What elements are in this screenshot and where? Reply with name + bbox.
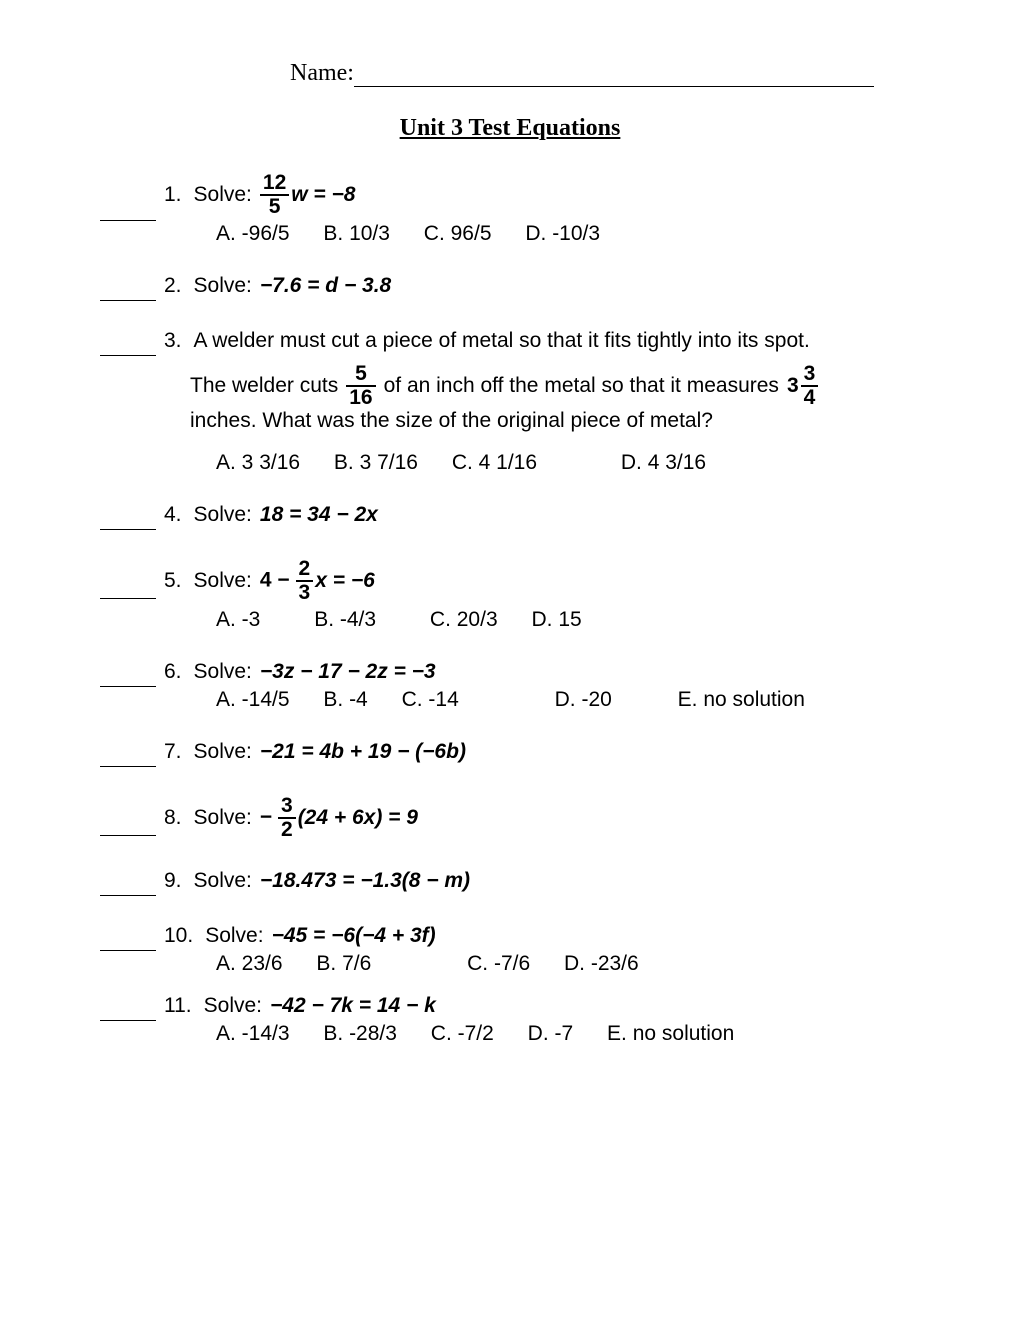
question-label: Solve: <box>205 924 263 948</box>
choices: A. -14/3 B. -28/3 C. -7/2 D. -7 E. no so… <box>216 1022 920 1046</box>
equation: 18 = 34 − 2x <box>260 503 378 527</box>
fraction: 32 <box>278 795 296 841</box>
equation: −3z − 17 − 2z = −3 <box>260 660 436 684</box>
choices: A. -96/5 B. 10/3 C. 96/5 D. -10/3 <box>216 222 920 246</box>
question-label: Solve: <box>204 994 262 1018</box>
question-number: 1. <box>164 183 182 207</box>
choice-d: D. 4 3/16 <box>621 451 706 474</box>
question-text-1: A welder must cut a piece of metal so th… <box>194 329 810 353</box>
equation: − 32(24 + 6x) = 9 <box>260 795 418 841</box>
question-label: Solve: <box>194 740 252 764</box>
question-number: 2. <box>164 274 182 298</box>
question-text-pre: The welder cuts <box>190 374 338 398</box>
choice-b: B. -28/3 <box>323 1022 397 1045</box>
answer-blank[interactable] <box>100 202 156 221</box>
choice-c: C. -7/6 <box>467 952 530 975</box>
question-10: 10. Solve: −45 = −6(−4 + 3f) A. 23/6 B. … <box>100 924 920 976</box>
question-number: 10. <box>164 924 193 948</box>
question-5: 5. Solve: 4 − 23x = −6 A. -3 B. -4/3 C. … <box>100 558 920 632</box>
choice-e: E. no solution <box>678 688 805 711</box>
choice-d: D. -10/3 <box>525 222 600 245</box>
choice-a: A. -3 <box>216 608 260 631</box>
question-1: 1. Solve: 125w = −8 A. -96/5 B. 10/3 C. … <box>100 172 920 246</box>
question-number: 4. <box>164 503 182 527</box>
choice-c: C. -14 <box>402 688 459 711</box>
question-8: 8. Solve: − 32(24 + 6x) = 9 <box>100 795 920 841</box>
equation: −7.6 = d − 3.8 <box>260 274 391 298</box>
answer-blank[interactable] <box>100 817 156 836</box>
equation: −45 = −6(−4 + 3f) <box>272 924 436 948</box>
name-label: Name: <box>290 60 354 87</box>
answer-blank[interactable] <box>100 877 156 896</box>
question-number: 6. <box>164 660 182 684</box>
question-number: 7. <box>164 740 182 764</box>
question-7: 7. Solve: −21 = 4b + 19 − (−6b) <box>100 740 920 767</box>
choice-b: B. -4 <box>323 688 367 711</box>
question-2: 2. Solve: −7.6 = d − 3.8 <box>100 274 920 301</box>
question-number: 8. <box>164 806 182 830</box>
fraction: 23 <box>296 558 314 604</box>
equation: 4 − 23x = −6 <box>260 558 375 604</box>
mixed-number: 3 34 <box>787 363 818 409</box>
question-number: 3. <box>164 329 182 353</box>
fraction: 125 <box>260 172 289 218</box>
answer-blank[interactable] <box>100 668 156 687</box>
choice-e: E. no solution <box>607 1022 734 1045</box>
question-number: 9. <box>164 869 182 893</box>
question-label: Solve: <box>194 274 252 298</box>
choice-c: C. -7/2 <box>431 1022 494 1045</box>
choice-c: C. 96/5 <box>424 222 492 245</box>
choice-b: B. 10/3 <box>323 222 390 245</box>
equation: −18.473 = −1.3(8 − m) <box>260 869 470 893</box>
choices: A. -3 B. -4/3 C. 20/3 D. 15 <box>216 608 920 632</box>
question-number: 5. <box>164 569 182 593</box>
choice-b: B. 7/6 <box>316 952 371 975</box>
choices: A. 3 3/16 B. 3 7/16 C. 4 1/16 D. 4 3/16 <box>216 451 920 475</box>
choice-a: A. -96/5 <box>216 222 290 245</box>
choice-a: A. 23/6 <box>216 952 283 975</box>
name-underline[interactable] <box>354 68 874 87</box>
answer-blank[interactable] <box>100 1002 156 1021</box>
page-title: Unit 3 Test Equations <box>100 115 920 142</box>
equation: −21 = 4b + 19 − (−6b) <box>260 740 466 764</box>
equation: −42 − 7k = 14 − k <box>270 994 436 1018</box>
answer-blank[interactable] <box>100 282 156 301</box>
name-field: Name: <box>290 60 920 87</box>
question-label: Solve: <box>194 660 252 684</box>
choice-d: D. -20 <box>555 688 612 711</box>
question-text-3: inches. What was the size of the origina… <box>190 409 713 433</box>
question-9: 9. Solve: −18.473 = −1.3(8 − m) <box>100 869 920 896</box>
question-label: Solve: <box>194 183 252 207</box>
answer-blank[interactable] <box>100 580 156 599</box>
answer-blank[interactable] <box>100 748 156 767</box>
answer-blank[interactable] <box>100 337 156 356</box>
choice-b: B. 3 7/16 <box>334 451 418 474</box>
equation: 125w = −8 <box>260 172 356 218</box>
choice-d: D. -7 <box>528 1022 574 1045</box>
answer-blank[interactable] <box>100 511 156 530</box>
question-11: 11. Solve: −42 − 7k = 14 − k A. -14/3 B.… <box>100 994 920 1046</box>
question-3: 3. A welder must cut a piece of metal so… <box>100 329 920 475</box>
choices: A. 23/6 B. 7/6 C. -7/6 D. -23/6 <box>216 952 920 976</box>
question-6: 6. Solve: −3z − 17 − 2z = −3 A. -14/5 B.… <box>100 660 920 712</box>
choices: A. -14/5 B. -4 C. -14 D. -20 E. no solut… <box>216 688 920 712</box>
choice-b: B. -4/3 <box>314 608 376 631</box>
question-label: Solve: <box>194 503 252 527</box>
choice-a: A. 3 3/16 <box>216 451 300 474</box>
choice-c: C. 20/3 <box>430 608 498 631</box>
question-text-mid: of an inch off the metal so that it meas… <box>384 374 779 398</box>
choice-c: C. 4 1/16 <box>452 451 537 474</box>
choice-d: D. 15 <box>531 608 581 631</box>
question-label: Solve: <box>194 869 252 893</box>
choice-d: D. -23/6 <box>564 952 639 975</box>
choice-a: A. -14/5 <box>216 688 290 711</box>
fraction: 516 <box>346 363 375 409</box>
question-label: Solve: <box>194 569 252 593</box>
question-4: 4. Solve: 18 = 34 − 2x <box>100 503 920 530</box>
answer-blank[interactable] <box>100 932 156 951</box>
question-label: Solve: <box>194 806 252 830</box>
question-number: 11. <box>164 994 192 1018</box>
choice-a: A. -14/3 <box>216 1022 290 1045</box>
